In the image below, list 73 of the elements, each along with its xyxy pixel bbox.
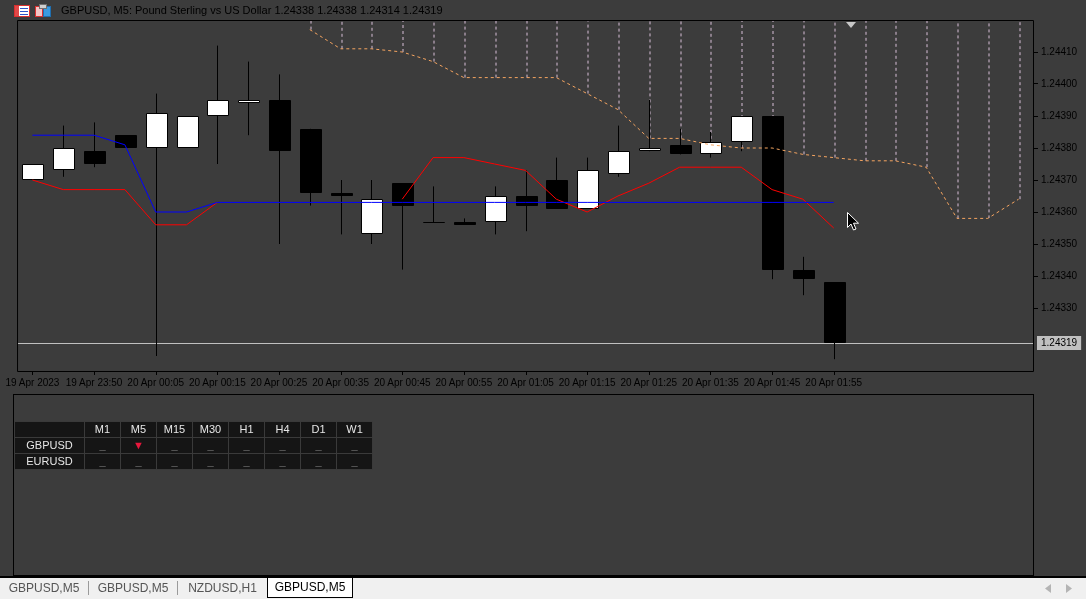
- y-tick-label: 1.24340: [1041, 269, 1078, 281]
- candlestick: [115, 134, 137, 149]
- text: _: [99, 455, 106, 467]
- candlestick: [485, 185, 507, 235]
- candlestick: [731, 115, 753, 152]
- candlestick: [793, 256, 815, 296]
- category-label: H4: [264, 421, 301, 438]
- candlestick: [269, 73, 291, 245]
- category-label: M30: [192, 421, 229, 438]
- candlestick: [423, 185, 445, 223]
- y-tick-label: 1.24330: [1041, 301, 1078, 313]
- text: _: [279, 455, 286, 467]
- candlestick: [331, 179, 353, 235]
- x-tick-label: 20 Apr 00:35: [312, 376, 370, 388]
- candlestick: [146, 93, 168, 357]
- text: _: [315, 455, 322, 467]
- text: _: [351, 439, 358, 451]
- candlestick: [700, 131, 722, 159]
- text: _: [207, 455, 214, 467]
- text: _: [315, 439, 322, 451]
- y-tick-label: 1.24350: [1041, 237, 1078, 249]
- category-label: D1: [300, 421, 337, 438]
- text: NZDUSD,H1: [187, 581, 258, 595]
- text: GBPUSD,M5: [89, 581, 178, 595]
- category-label: GBPUSD: [26, 439, 73, 451]
- category-label: W1: [336, 421, 373, 438]
- text: _: [279, 439, 286, 451]
- x-tick-label: 19 Apr 2023: [5, 376, 60, 388]
- x-tick-label: 20 Apr 01:05: [497, 376, 555, 388]
- x-tick-label: 20 Apr 01:25: [620, 376, 678, 388]
- candlestick: [300, 128, 322, 207]
- ref-line-label: 1.24319: [1041, 337, 1078, 349]
- x-tick-label: 20 Apr 01:55: [805, 376, 863, 388]
- candlestick: [361, 179, 383, 245]
- category-label: EURUSD: [26, 455, 73, 467]
- candlestick: [53, 125, 75, 178]
- text: _: [99, 439, 106, 451]
- y-tick-label: 1.24410: [1041, 45, 1078, 57]
- text: _: [171, 439, 178, 451]
- y-tick-label: 1.24370: [1041, 173, 1078, 185]
- candlestick: [454, 217, 476, 226]
- candlestick: [824, 281, 846, 360]
- text: _: [135, 455, 142, 467]
- x-tick-label: 20 Apr 00:25: [250, 376, 308, 388]
- text: ▼: [133, 439, 144, 451]
- text: _: [243, 439, 250, 451]
- y-tick-label: 1.24380: [1041, 141, 1078, 153]
- x-tick-label: 20 Apr 00:05: [127, 376, 185, 388]
- candlestick: [577, 157, 599, 210]
- candlestick: [84, 121, 106, 168]
- category-label: M1: [84, 421, 121, 438]
- candlestick: [670, 128, 692, 155]
- y-tick-label: 1.24390: [1041, 109, 1078, 121]
- y-tick-label: 1.24360: [1041, 205, 1078, 217]
- candlestick: [177, 115, 199, 149]
- candlestick: [392, 182, 414, 271]
- text: GBPUSD,M5: [267, 578, 353, 598]
- candlestick: [22, 163, 44, 181]
- category-label: H1: [228, 421, 265, 438]
- y-tick-label: 1.24400: [1041, 77, 1078, 89]
- text: _: [351, 455, 358, 467]
- candlestick: [238, 61, 260, 136]
- candlestick: [516, 169, 538, 232]
- text: GBPUSD,M5: [0, 581, 89, 595]
- text: _: [171, 455, 178, 467]
- category-label: M5: [120, 421, 157, 438]
- text: _: [243, 455, 250, 467]
- x-tick-label: 19 Apr 23:50: [65, 376, 123, 388]
- candlestick: [608, 125, 630, 178]
- text: _: [207, 439, 214, 451]
- category-label: M15: [156, 421, 193, 438]
- candlestick: [546, 157, 568, 210]
- candlestick: [207, 45, 229, 165]
